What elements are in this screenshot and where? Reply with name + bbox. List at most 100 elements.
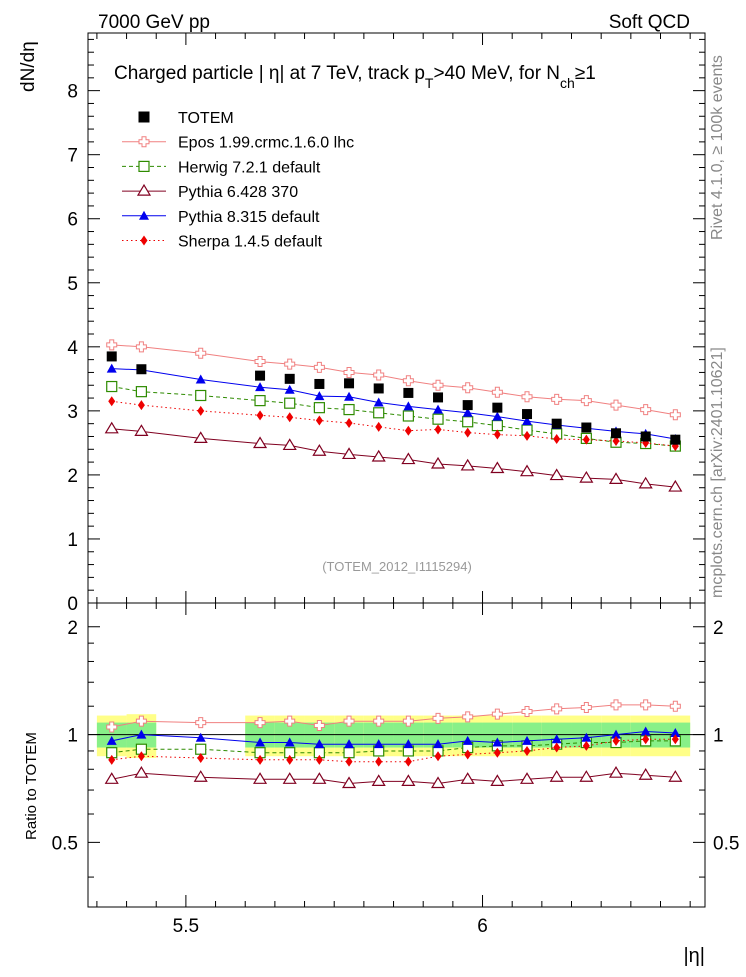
- main-y-tick-label: 8: [67, 82, 78, 103]
- ratio-point: [343, 715, 355, 727]
- data-point: [284, 373, 295, 384]
- ratio-y-tick-label: 0.5: [52, 833, 78, 854]
- ratio-point: [521, 705, 533, 717]
- ratio-point: [671, 734, 679, 745]
- series-point: [490, 461, 505, 474]
- ratio-point: [580, 702, 592, 714]
- main-y-tick-label: 5: [67, 274, 78, 295]
- series-point: [491, 419, 503, 432]
- ratio-y-tick-label-right: 2: [713, 618, 724, 639]
- series-point: [255, 382, 266, 392]
- ratio-point: [403, 739, 414, 749]
- ratio-point: [284, 737, 295, 747]
- data-point: [522, 409, 533, 420]
- ratio-point: [549, 770, 564, 782]
- ratio-point: [464, 749, 472, 760]
- series-point: [343, 366, 355, 378]
- ratio-point: [256, 754, 264, 765]
- main-y-tick-label: 4: [67, 338, 78, 359]
- series-point: [104, 421, 119, 434]
- ratio-point: [581, 732, 592, 742]
- rivet-label: Rivet 4.1.0, ≥ 100k events: [709, 55, 726, 240]
- series-point: [492, 411, 503, 421]
- ratio-y-tick-label: 2: [67, 618, 78, 639]
- main-y-tick-label: 2: [67, 466, 78, 487]
- ratio-point: [492, 737, 503, 747]
- ratio-point: [493, 747, 501, 758]
- series-point: [195, 389, 207, 402]
- ratio-point: [579, 770, 594, 782]
- totem-data: [106, 351, 681, 445]
- series-point: [315, 415, 323, 426]
- series-line: [111, 400, 676, 447]
- ratio-point: [373, 739, 384, 749]
- ratio-point: [642, 734, 650, 745]
- data-point: [136, 364, 147, 375]
- ratio-point: [640, 699, 652, 711]
- ratio-point: [252, 772, 268, 784]
- series-point: [522, 416, 533, 426]
- ratio-point: [404, 756, 412, 767]
- series-point: [433, 404, 444, 414]
- main-y-tick-label: 3: [67, 402, 78, 423]
- series-point: [312, 444, 327, 456]
- ratio-point: [254, 717, 266, 729]
- series-1: [106, 339, 681, 421]
- ratio-point: [341, 776, 357, 789]
- ratio-point: [197, 753, 205, 764]
- ratio-point: [402, 715, 414, 727]
- series-point: [582, 434, 590, 445]
- ratio-point: [610, 699, 622, 711]
- legend-entry: Pythia 8.315 default: [122, 209, 320, 226]
- series-3: [104, 421, 683, 492]
- ratio-point: [611, 729, 622, 739]
- legend-entry: Pythia 6.428 370: [122, 183, 298, 201]
- series-point: [401, 452, 416, 465]
- series-point: [669, 409, 681, 421]
- ratio-point: [371, 774, 386, 786]
- main-y-axis-title: dN/dη: [18, 41, 39, 92]
- series-point: [284, 358, 296, 370]
- legend-label: Sherpa 1.4.5 default: [178, 234, 323, 251]
- series-point: [375, 421, 383, 432]
- chart-title-end: ≥1: [575, 63, 596, 84]
- main-y-tick-label: 1: [67, 530, 78, 551]
- ratio-point: [314, 739, 325, 749]
- series-point: [462, 382, 474, 394]
- ratio-point: [104, 772, 119, 784]
- data-point: [314, 378, 325, 389]
- ratio-point: [345, 756, 353, 767]
- chart-title-mid: >40 MeV, for N: [433, 63, 560, 84]
- data-point: [373, 383, 384, 394]
- series-point: [608, 472, 624, 484]
- legend-marker: [139, 210, 149, 220]
- chart-title: Charged particle | η| at 7 TeV, track pT…: [114, 63, 596, 91]
- data-point: [551, 418, 562, 429]
- ratio-point: [551, 734, 562, 744]
- ratio-point: [375, 756, 383, 767]
- series-point: [254, 356, 266, 368]
- ratio-point: [373, 715, 385, 727]
- legend-entry: Herwig 7.2.1 default: [122, 159, 321, 176]
- series-point: [282, 438, 297, 451]
- ratio-point: [434, 751, 442, 762]
- ratio-point: [195, 732, 206, 742]
- ratio-point: [137, 751, 145, 762]
- series-point: [404, 425, 412, 436]
- data-point: [462, 400, 473, 411]
- series-point: [523, 430, 531, 441]
- ratio-point: [491, 708, 503, 720]
- mcplots-label: mcplots.cern.ch [arXiv:2401.10621]: [709, 347, 726, 598]
- series-point: [462, 407, 473, 417]
- series-point: [371, 449, 386, 462]
- series-point: [553, 434, 561, 445]
- chart-title-sub-t: T: [425, 75, 434, 91]
- series-point: [580, 395, 592, 407]
- series-point: [402, 375, 414, 387]
- series-point: [135, 386, 147, 398]
- series-point: [108, 396, 116, 407]
- series-point: [462, 416, 474, 428]
- series-point: [493, 429, 501, 440]
- series-point: [344, 391, 355, 401]
